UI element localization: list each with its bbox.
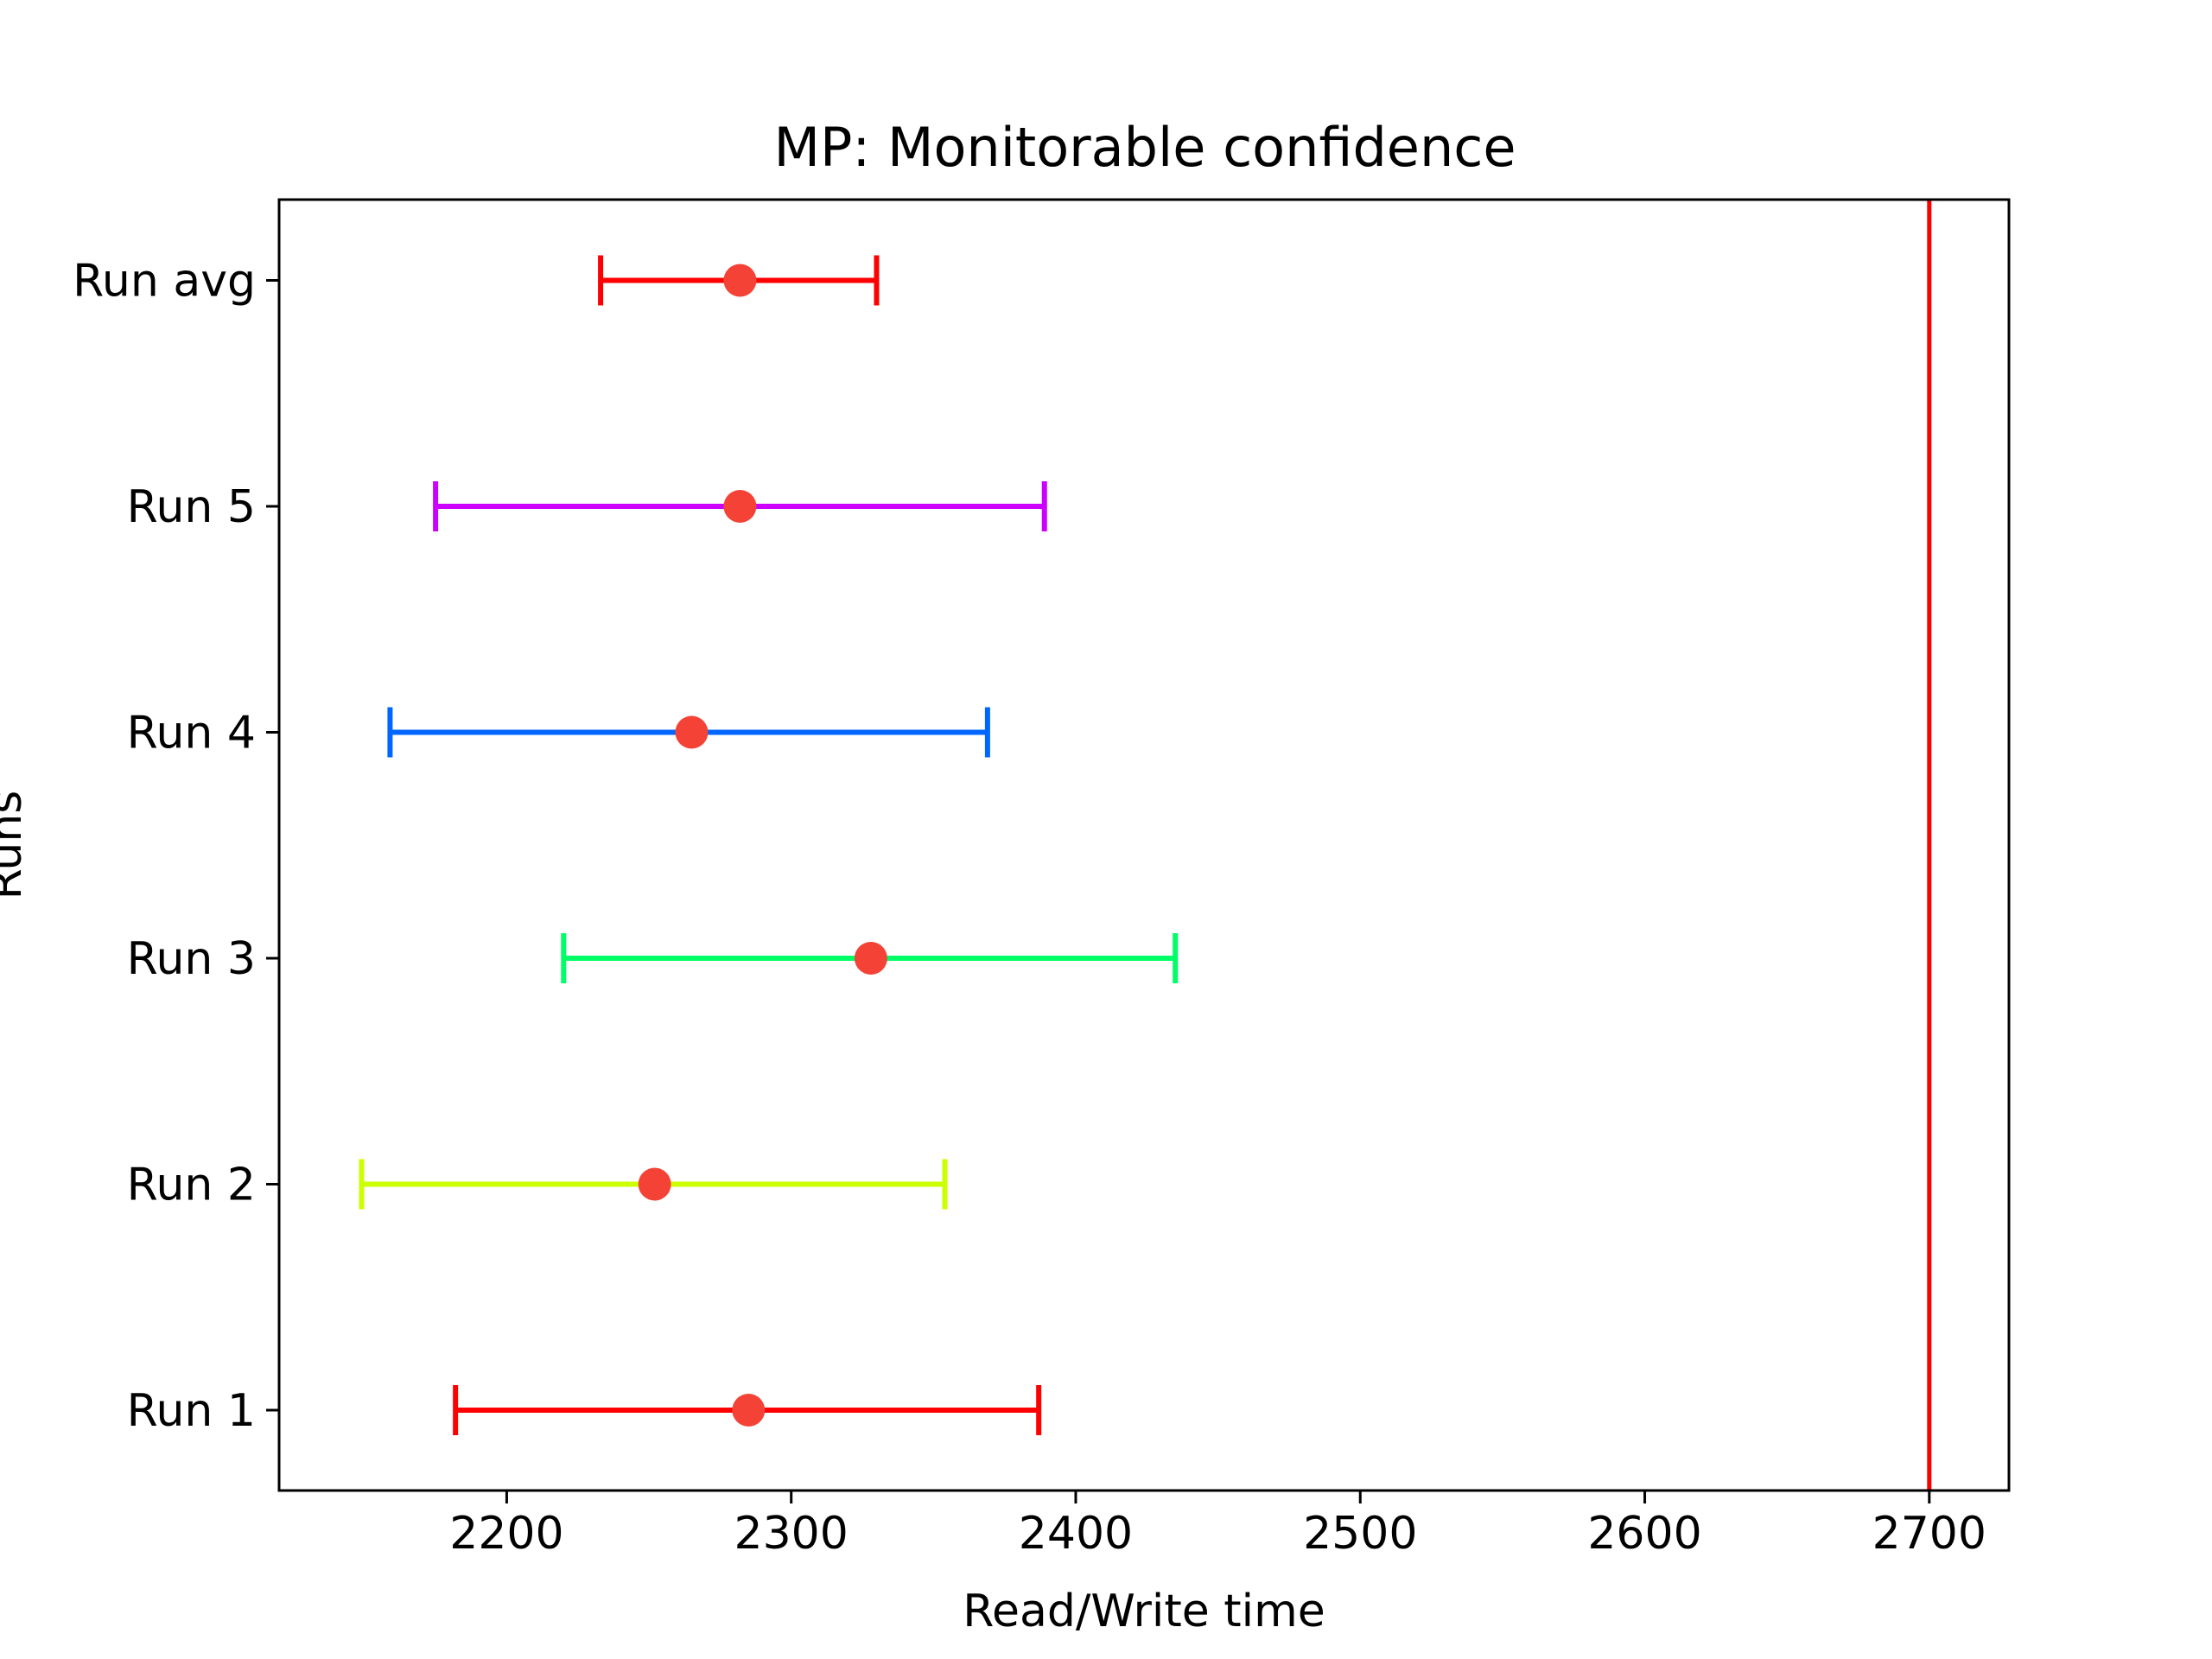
mean-marker — [732, 1394, 766, 1427]
x-tick-label: 2200 — [449, 1508, 563, 1560]
mean-marker — [638, 1167, 671, 1201]
plot-area: 2200 2300 2400 2500 2600 2700 Run 1 Run 2 Run 3 R… — [73, 200, 1986, 1560]
y-axis-label: Runs — [0, 791, 32, 900]
axes-frame — [277, 198, 2011, 1492]
mean-marker — [723, 490, 757, 523]
y-tick-label: Run 1 — [127, 1385, 256, 1437]
mean-marker — [675, 715, 709, 749]
y-tick-label: Run 2 — [127, 1160, 256, 1211]
x-tick-label: 2700 — [1872, 1508, 1986, 1560]
x-tick-label: 2400 — [1019, 1508, 1133, 1560]
y-tick-label: Run avg — [73, 256, 256, 308]
y-tick-label: Run 3 — [127, 933, 256, 985]
chart-title: MP: Monitorable confidence — [774, 116, 1516, 179]
x-tick-label: 2600 — [1587, 1508, 1701, 1560]
x-axis-label: Read/Write time — [963, 1586, 1325, 1637]
x-tick-label: 2500 — [1303, 1508, 1417, 1560]
y-tick-label: Run 5 — [127, 481, 256, 533]
x-tick-label: 2300 — [734, 1508, 849, 1560]
mean-marker — [723, 264, 757, 297]
y-tick-label: Run 4 — [127, 708, 256, 760]
mean-marker — [854, 942, 887, 975]
